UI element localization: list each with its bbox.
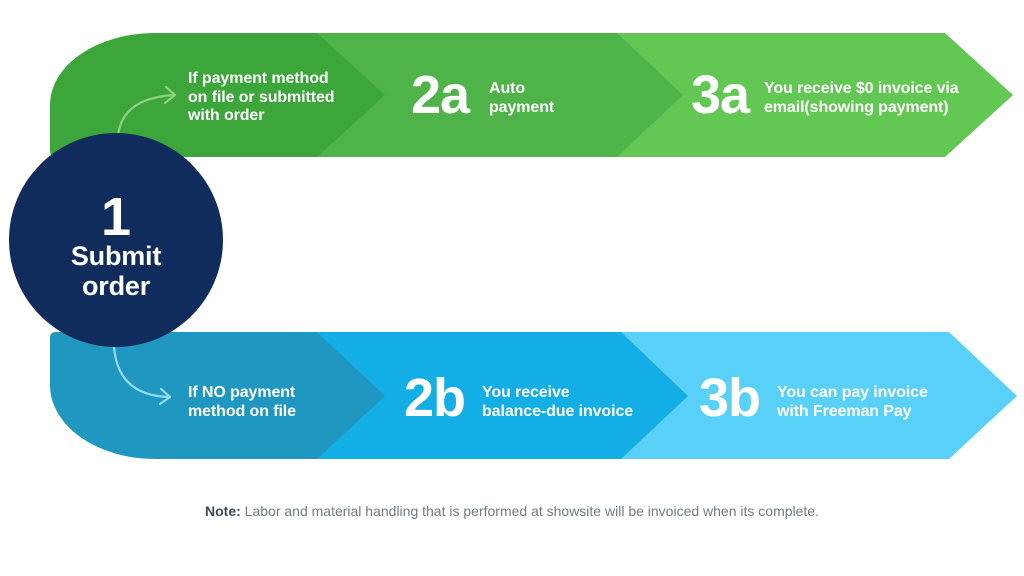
top-step3-label: You receive $0 invoice via email(showing… bbox=[764, 80, 959, 116]
footnote-label: Note: bbox=[205, 503, 241, 519]
bottom-step3-label: You can pay invoice with Freeman Pay bbox=[777, 384, 928, 420]
bottom-step1-arrow-shape bbox=[50, 332, 385, 459]
top-step1-arrow-shape bbox=[50, 33, 385, 157]
step1-circle-shape bbox=[9, 133, 223, 347]
top-step2-number: 2a bbox=[411, 65, 470, 125]
top-flow-condition: If payment method on file or submitted w… bbox=[188, 70, 335, 124]
footnote-text: Labor and material handling that is perf… bbox=[244, 503, 819, 519]
bottom-step2-arrow-shape bbox=[317, 332, 688, 459]
bottom-step3-number: 3b bbox=[699, 368, 761, 428]
top-step3-number: 3a bbox=[691, 65, 750, 125]
footnote: Note: Labor and material handling that i… bbox=[0, 502, 1024, 520]
bottom-curved-arrow-icon bbox=[112, 345, 172, 406]
bottom-step3-arrow-shape bbox=[621, 332, 1017, 459]
bottom-step2-label: You receive balance-due invoice bbox=[482, 384, 634, 420]
top-step2-arrow-shape bbox=[317, 33, 683, 157]
step1-number: 1 bbox=[100, 187, 132, 247]
top-step3-arrow-shape bbox=[617, 33, 1013, 157]
step1-label: Submit order bbox=[70, 241, 162, 301]
top-step2-label: Auto payment bbox=[489, 80, 555, 116]
bottom-flow-condition: If NO payment method on file bbox=[188, 384, 296, 420]
bottom-step2-number: 2b bbox=[404, 368, 466, 428]
top-curved-arrow-icon bbox=[116, 85, 177, 138]
